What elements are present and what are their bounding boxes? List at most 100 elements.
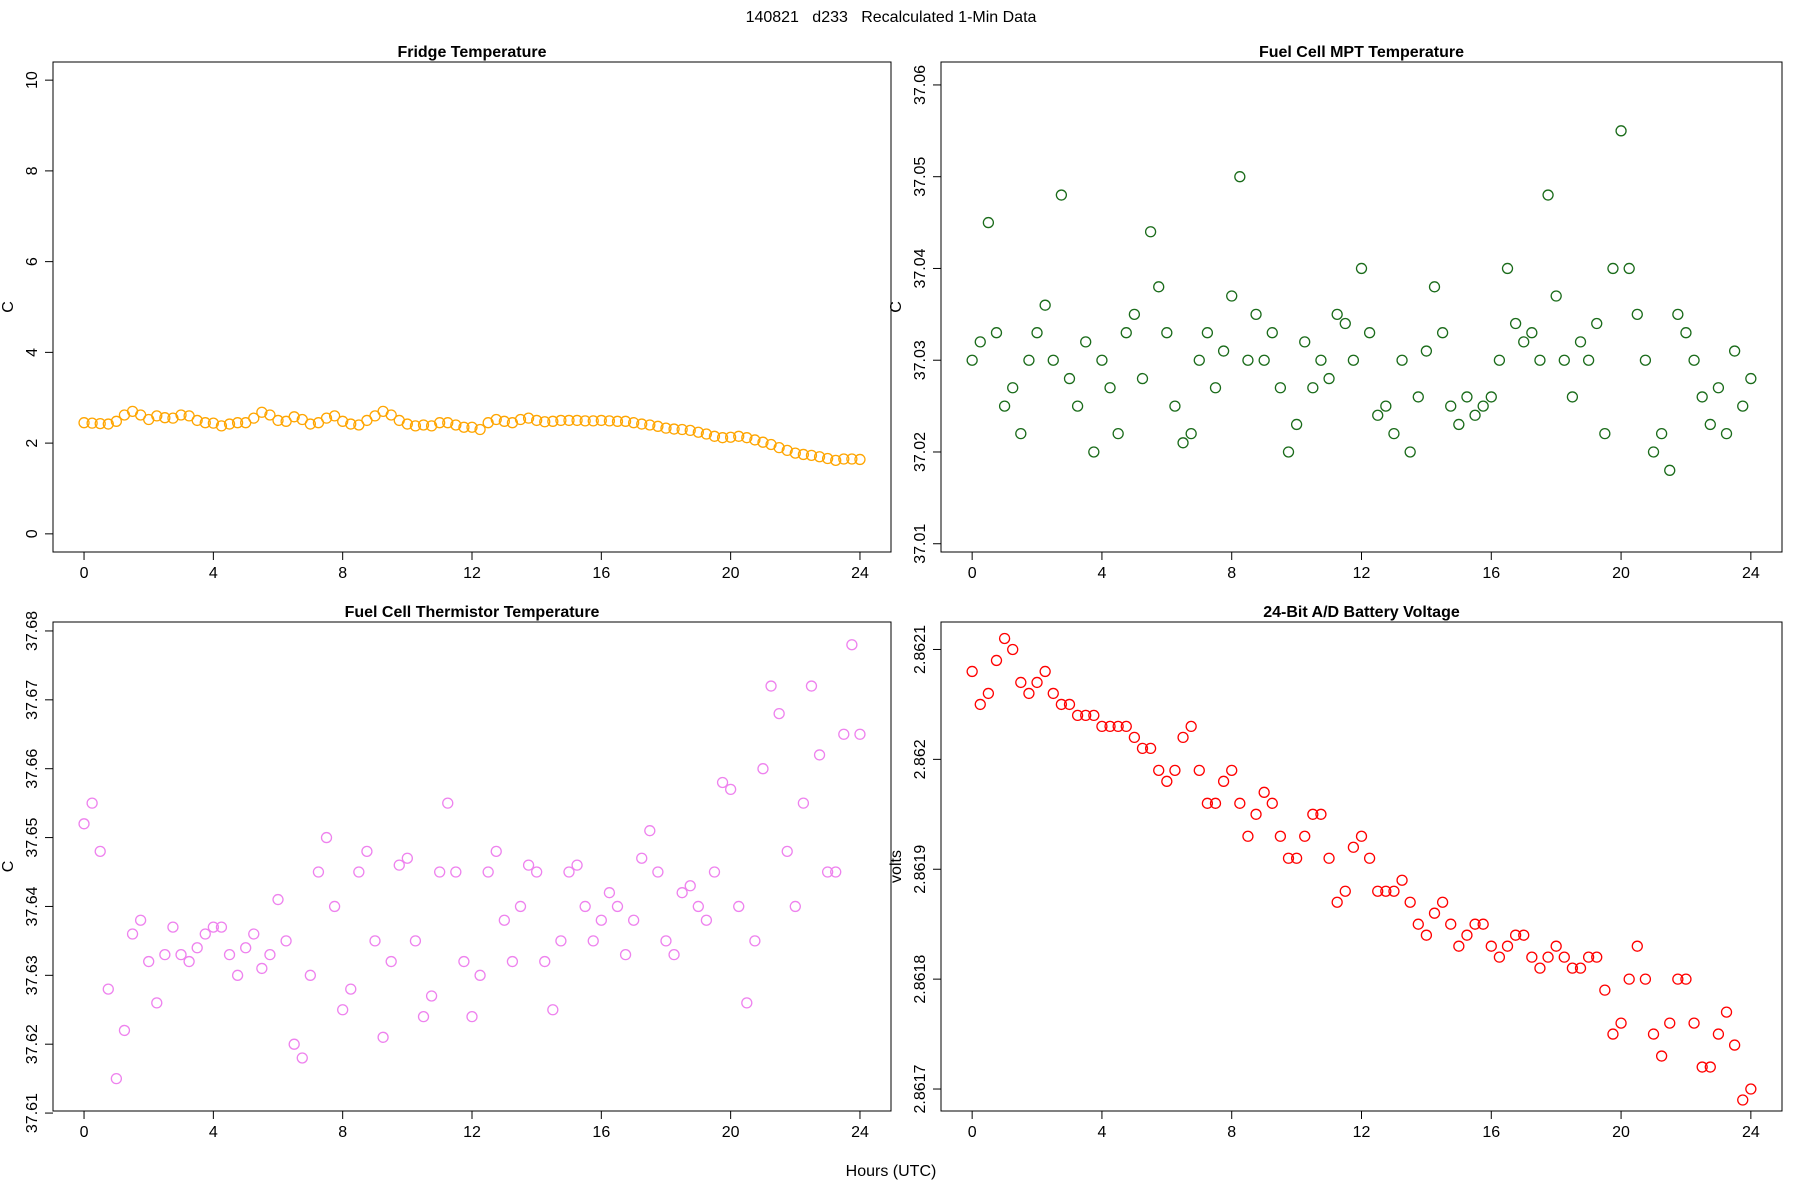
data-point <box>1396 354 1408 366</box>
data-point <box>1582 354 1595 366</box>
data-point <box>1104 720 1116 733</box>
data-point <box>1639 973 1652 985</box>
data-point <box>288 411 300 423</box>
y-tick-label: 37.68 <box>24 611 41 651</box>
data-point <box>1712 382 1725 394</box>
data-point <box>1696 391 1708 403</box>
data-point <box>1599 984 1611 996</box>
data-point <box>1493 354 1506 366</box>
y-tick-label: 2.8621 <box>912 625 929 674</box>
data-point <box>1144 226 1157 238</box>
data-point <box>361 845 373 857</box>
data-point <box>773 441 785 454</box>
y-axis-label: C <box>0 301 17 313</box>
x-tick-label: 0 <box>80 1124 89 1141</box>
data-point <box>369 935 381 947</box>
data-point <box>611 900 624 913</box>
x-tick-label: 8 <box>1227 565 1236 582</box>
data-point <box>619 949 632 961</box>
data-point <box>676 887 688 899</box>
data-point <box>547 1004 559 1016</box>
data-point <box>1144 742 1157 755</box>
data-point <box>563 414 575 427</box>
data-point <box>1372 409 1384 421</box>
y-tick-label: 37.65 <box>24 817 41 857</box>
data-point <box>1063 372 1076 385</box>
data-point <box>966 354 978 366</box>
data-point <box>1096 720 1108 733</box>
x-tick-label: 24 <box>851 1124 869 1141</box>
data-point <box>846 639 858 651</box>
data-point <box>1412 918 1424 930</box>
data-point <box>1542 189 1554 201</box>
data-point <box>1234 797 1246 809</box>
data-point <box>990 327 1003 339</box>
data-point <box>797 797 810 809</box>
data-point <box>1737 1094 1749 1106</box>
data-point <box>854 728 866 740</box>
data-point <box>1574 962 1587 974</box>
data-point <box>1307 808 1319 820</box>
panel: Fuel Cell Thermistor Temperature C 0 4 8 12 16… <box>0 604 892 1141</box>
data-point <box>1331 308 1343 320</box>
data-point <box>490 845 502 857</box>
data-point <box>191 942 203 954</box>
data-point <box>821 866 834 878</box>
panel: 24-Bit A/D Battery Voltage volts 0 4 8 12 16 20… <box>888 604 1783 1141</box>
data-point <box>1128 731 1141 744</box>
data-point <box>1550 940 1562 952</box>
data-point <box>1509 929 1522 941</box>
data-point <box>1023 354 1035 366</box>
data-point <box>1209 382 1222 394</box>
x-tick-label: 16 <box>592 565 610 582</box>
data-point <box>1639 354 1652 366</box>
data-point <box>434 417 446 429</box>
data-point <box>660 422 672 434</box>
data-point <box>1185 720 1197 733</box>
data-point <box>1680 327 1692 339</box>
data-point <box>377 1031 389 1043</box>
data-point <box>966 665 978 678</box>
data-point <box>1550 290 1562 302</box>
data-point <box>571 414 583 427</box>
data-point <box>749 434 761 446</box>
data-point <box>1201 797 1214 809</box>
x-tick-label: 20 <box>722 1124 740 1141</box>
data-point <box>652 420 664 432</box>
data-point <box>450 866 462 878</box>
data-point <box>974 336 986 348</box>
data-point <box>595 914 607 926</box>
data-point <box>1315 354 1327 366</box>
x-tick-label: 8 <box>338 1124 347 1141</box>
data-point <box>1347 841 1360 853</box>
data-point <box>1445 400 1457 412</box>
y-tick-label: 37.06 <box>912 65 929 105</box>
data-point <box>1347 354 1360 366</box>
data-point <box>1615 1017 1627 1029</box>
y-tick-label: 37.02 <box>912 432 929 472</box>
data-point <box>337 415 349 427</box>
data-point <box>781 444 793 457</box>
data-point <box>458 421 470 433</box>
data-point <box>1453 418 1465 431</box>
data-point <box>741 997 753 1009</box>
panel: Fuel Cell MPT Temperature C 0 4 8 12 16 20 24 37.… <box>888 44 1783 582</box>
data-point <box>393 859 405 871</box>
data-point <box>1615 125 1627 137</box>
data-point <box>1071 709 1084 722</box>
y-tick-label: 0 <box>24 529 41 538</box>
data-point <box>1161 775 1173 787</box>
data-point <box>773 707 785 720</box>
data-point <box>676 423 688 436</box>
data-point <box>466 1010 478 1023</box>
data-point <box>1355 830 1368 842</box>
figure-title: 140821 d233 Recalculated 1-Min Data <box>746 9 1037 26</box>
data-point <box>320 412 333 424</box>
data-point <box>94 417 106 430</box>
y-tick-label: 37.05 <box>912 157 929 197</box>
x-tick-label: 16 <box>592 1124 610 1141</box>
data-point <box>555 414 567 427</box>
data-point <box>1088 709 1100 722</box>
data-point <box>1623 262 1635 275</box>
